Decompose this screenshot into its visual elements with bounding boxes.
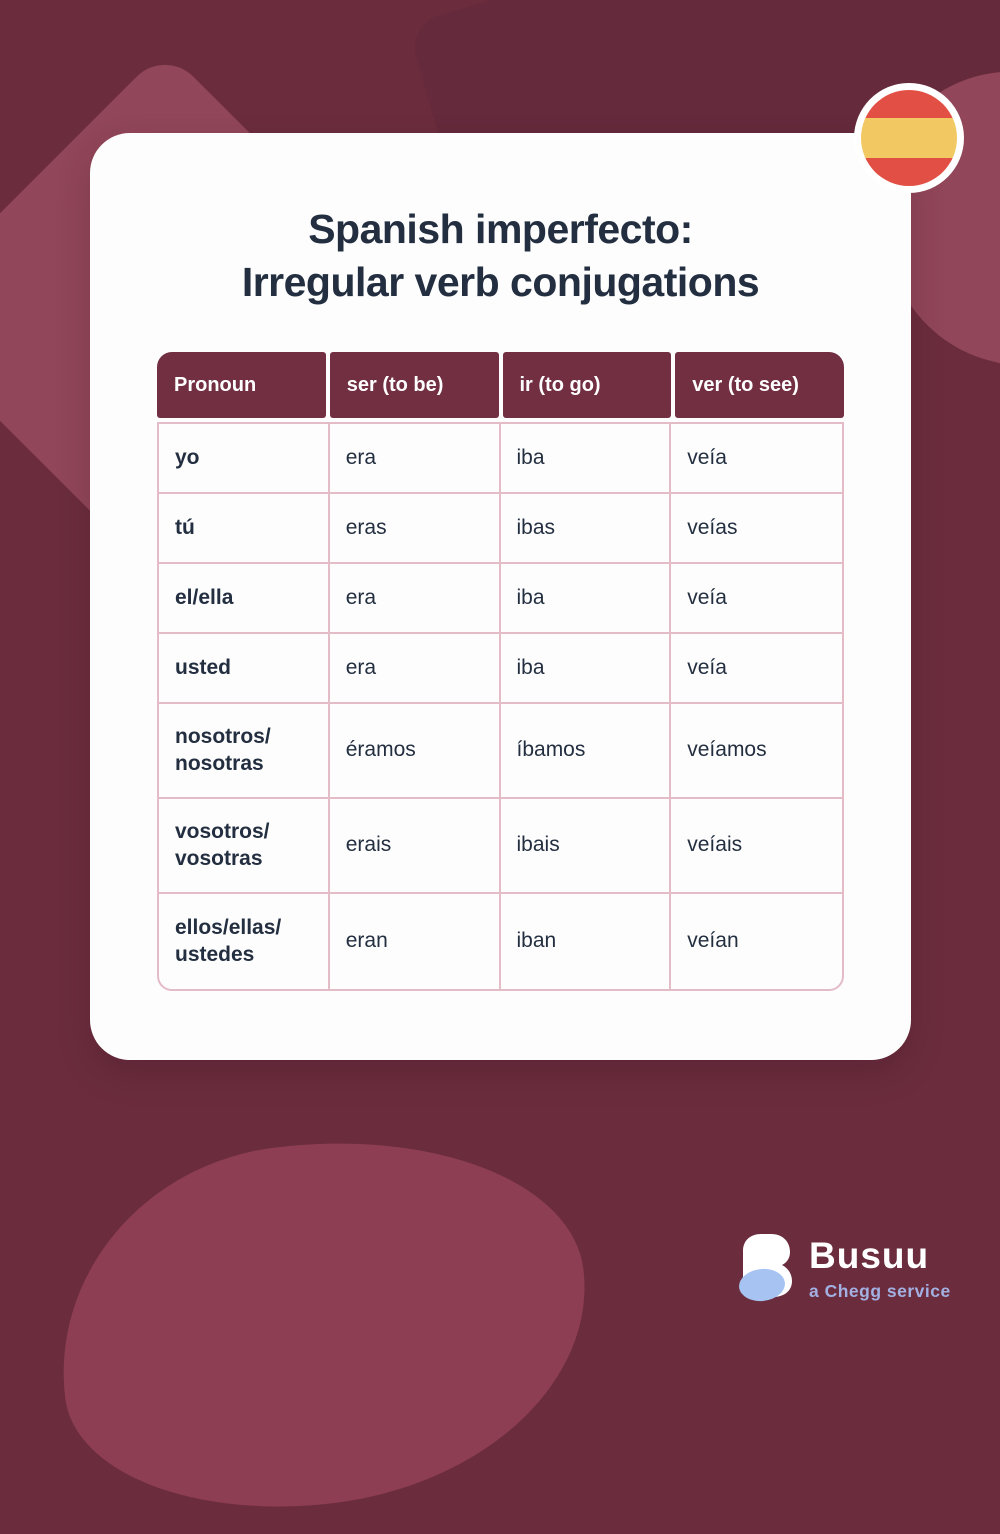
busuu-wordmark: Busuu xyxy=(809,1235,930,1276)
table-cell-pronoun: usted xyxy=(159,634,330,704)
page-title: Spanish imperfecto: Irregular verb conju… xyxy=(90,203,911,310)
table-cell: erais xyxy=(329,799,501,894)
page-title-line2: Irregular verb conjugations xyxy=(241,259,760,306)
busuu-logo: Busuu a Chegg service xyxy=(737,1231,951,1303)
table-body: yo era iba veía tú eras ibas veías el/el… xyxy=(157,422,844,991)
table-cell: íbamos xyxy=(500,704,672,799)
background-rose-bottom-blob xyxy=(38,1112,608,1534)
table-cell: veían xyxy=(687,929,739,953)
table-cell-pronoun: nosotros/ nosotras xyxy=(159,704,330,799)
table-cell-pronoun: el/ella xyxy=(159,564,330,634)
busuu-logo-icon xyxy=(739,1234,792,1302)
table-cell: veía xyxy=(671,564,842,634)
flag-yellow-stripe xyxy=(861,117,957,159)
column-header-ir: ir (to go) xyxy=(502,352,672,418)
spain-flag-icon xyxy=(854,83,964,193)
table-cell: eras xyxy=(329,494,501,564)
table-cell: iba xyxy=(500,564,672,634)
flag-red-stripe-top xyxy=(861,90,957,118)
spain-flag-stripes xyxy=(861,90,957,186)
busuu-logo-text: Busuu a Chegg service xyxy=(809,1231,951,1302)
infographic-canvas: { "title": { "line1": "Spanish imperfect… xyxy=(0,43,1000,1534)
table-cell-pronoun: tú xyxy=(159,494,330,564)
conjugation-table: Pronoun ser (to be) ir (to go) ver (to s… xyxy=(157,352,844,991)
table-cell: veía xyxy=(671,424,842,494)
table-cell: era xyxy=(329,564,501,634)
table-cell: iba xyxy=(500,424,672,494)
table-cell: era xyxy=(329,634,501,704)
table-cell: éramos xyxy=(329,704,501,799)
table-cell: veíais xyxy=(671,799,842,894)
table-cell: ibas xyxy=(500,494,672,564)
table-cell: eran xyxy=(330,894,501,989)
table-cell-pronoun: vosotros/ vosotras xyxy=(159,799,330,894)
table-cell: iban xyxy=(501,894,672,989)
table-cell: veíamos xyxy=(671,704,842,799)
column-header-ver: ver (to see) xyxy=(675,352,844,418)
table-cell: veía xyxy=(671,634,842,704)
table-cell-pronoun: ellos/ellas/ ustedes xyxy=(159,894,330,989)
table-cell-pronoun: yo xyxy=(159,424,330,494)
column-header-ser: ser (to be) xyxy=(329,352,499,418)
table-cell: era xyxy=(329,424,501,494)
column-header-pronoun: Pronoun xyxy=(157,352,326,418)
table-cell: iba xyxy=(500,634,672,704)
table-cell: ibais xyxy=(500,799,672,894)
page-title-line1: Spanish imperfecto: xyxy=(308,206,693,252)
content-card: Spanish imperfecto: Irregular verb conju… xyxy=(90,83,964,1060)
table-header-row: Pronoun ser (to be) ir (to go) ver (to s… xyxy=(157,352,844,418)
table-cell: veías xyxy=(671,494,842,564)
chegg-tagline: a Chegg service xyxy=(809,1281,951,1301)
